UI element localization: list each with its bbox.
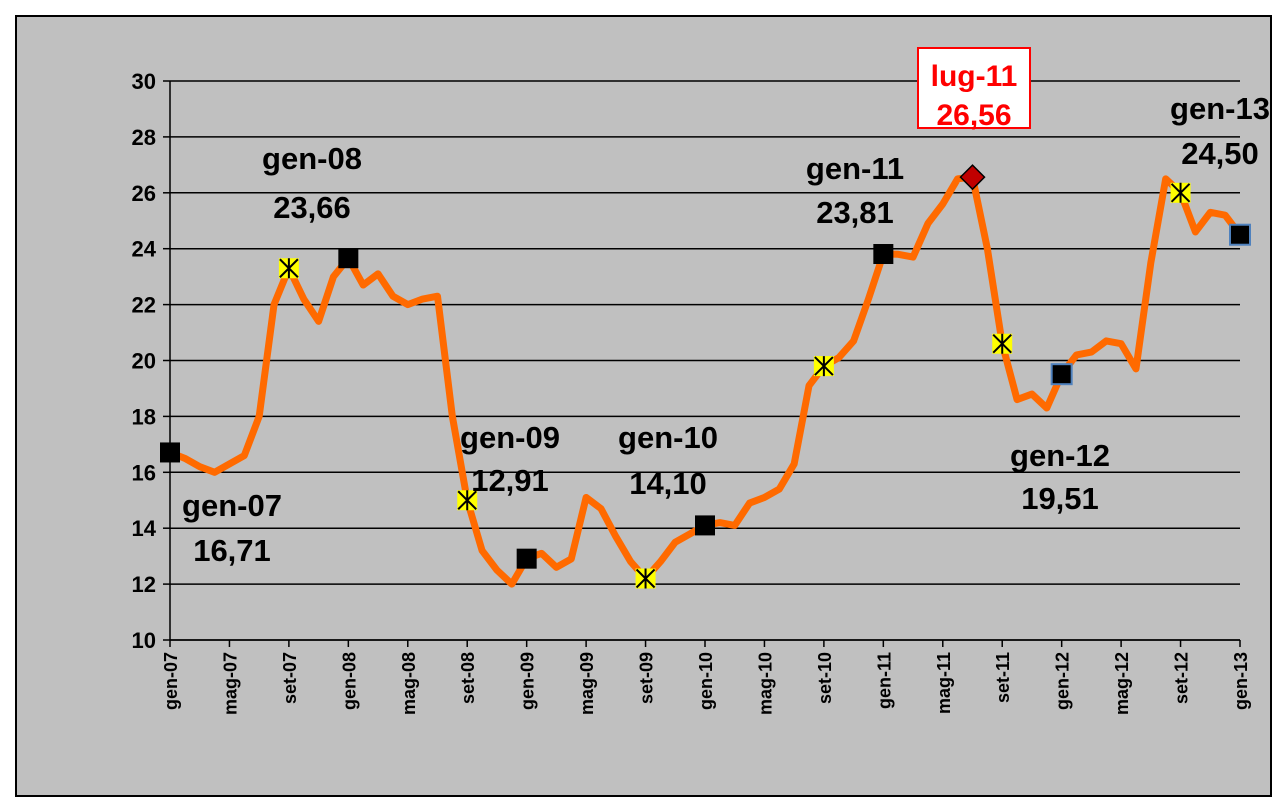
x-tick-label: mag-11 [934,652,954,714]
star-lines [992,333,1012,354]
square-marker [160,442,180,463]
x-tick-label: set-08 [458,652,478,704]
point-label: gen-11 [806,151,904,186]
x-tick-label: mag-09 [577,652,597,715]
y-tick-label: 26 [132,181,156,206]
y-tick-label: 10 [132,628,156,653]
value-label: 14,10 [629,466,707,501]
value-label: 19,51 [1021,481,1099,516]
value-label: 24,50 [1181,136,1259,171]
star-marker [457,490,478,511]
star-marker [278,258,299,279]
y-tick-label: 30 [132,69,156,94]
y-tick-label: 12 [132,572,156,597]
point-label: gen-12 [1010,438,1110,473]
square-marker [1050,363,1073,386]
star-lines [1170,182,1191,203]
square-marker [873,244,894,265]
y-tick-label: 18 [132,404,156,429]
y-tick-label: 16 [132,460,156,485]
chart-area [15,15,1272,797]
x-tick-label: set-09 [637,652,657,704]
star-lines [635,568,656,589]
star-marker [992,333,1013,354]
x-tick-label: gen-11 [874,652,894,709]
x-tick-label: set-07 [280,652,300,704]
diamond-marker [959,164,986,191]
x-tick-label: gen-13 [1231,652,1251,710]
x-tick-label: mag-08 [399,652,419,715]
x-tick-label: mag-10 [755,652,775,715]
star-marker [635,568,656,589]
point-label: gen-10 [618,420,718,455]
x-tick-label: gen-08 [339,652,359,710]
y-tick-label: 20 [132,349,156,374]
value-label: 23,81 [816,195,894,230]
star-lines [279,258,299,279]
point-label: gen-08 [262,141,362,176]
star-lines [457,490,477,511]
value-label: 12,91 [471,463,549,498]
point-label: gen-07 [182,488,282,523]
point-label: gen-13 [1170,91,1270,126]
star-lines [814,356,834,377]
x-tick-label: set-12 [1172,652,1192,704]
y-tick-label: 28 [132,125,156,150]
value-label: 23,66 [273,190,351,225]
x-tick-label: gen-12 [1053,652,1073,710]
star-marker [813,356,834,377]
value-label: 16,71 [193,533,271,568]
x-tick-label: set-10 [815,652,835,704]
y-tick-label: 22 [132,293,156,318]
square-marker [1229,223,1251,246]
square-marker [338,248,359,269]
highlight-box [917,47,1031,129]
x-tick-label: gen-09 [518,652,538,710]
point-label: gen-09 [460,420,560,455]
x-tick-label: gen-10 [696,652,716,710]
square-marker [516,548,537,569]
square-marker [695,515,715,536]
star-marker [1170,182,1191,203]
x-tick-label: mag-07 [220,652,240,715]
value-label: 26,56 [936,99,1011,132]
x-tick-label: gen-07 [161,652,181,710]
point-label: lug-11 [931,60,1018,93]
x-tick-label: mag-12 [1112,652,1132,715]
x-tick-label: set-11 [993,652,1013,703]
y-tick-label: 14 [132,516,157,541]
y-tick-label: 24 [132,237,157,262]
